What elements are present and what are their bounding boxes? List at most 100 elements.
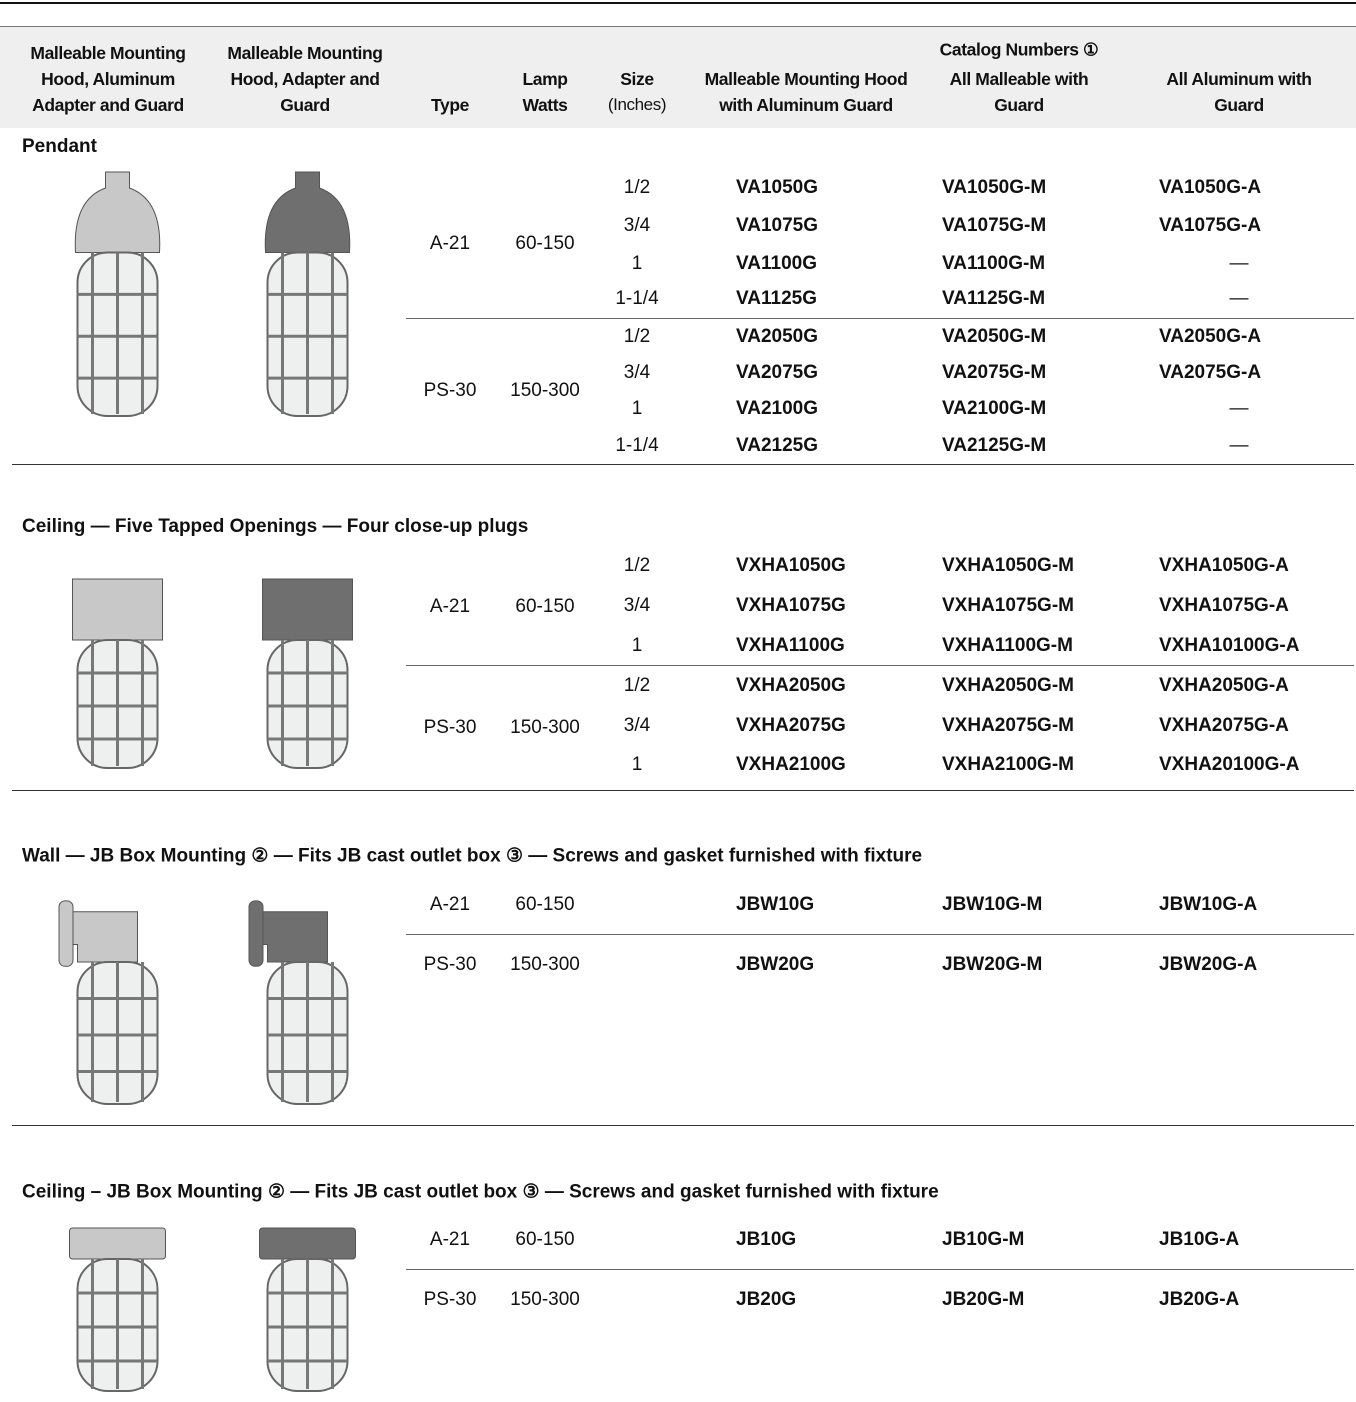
lamp-watts: 150-300 — [510, 1289, 580, 1310]
section-title: Ceiling – JB Box Mounting ② — Fits JB ca… — [22, 1181, 939, 1203]
group-rule — [406, 665, 1354, 666]
catalog-number: VXHA10100G-A — [1159, 635, 1300, 656]
size: 1 — [631, 635, 643, 656]
column-header: All Aluminum with Guard — [1166, 69, 1312, 115]
lamp-watts: 60-150 — [515, 894, 575, 915]
catalog-number: VA2050G-M — [942, 326, 1047, 347]
size: 3/4 — [623, 715, 651, 736]
catalog-number: — — [1229, 288, 1249, 309]
fixture-image — [69, 1227, 166, 1392]
catalog-number: VXHA1075G-M — [942, 595, 1074, 616]
size: 1/2 — [623, 675, 651, 696]
size: 1 — [631, 398, 643, 419]
catalog-number: VA2050G — [736, 326, 819, 347]
catalog-number: JBW20G — [736, 954, 815, 975]
catalog-number: JB10G-A — [1159, 1229, 1240, 1250]
lamp-type: A-21 — [429, 233, 471, 254]
fixture-image — [72, 578, 163, 769]
group-rule — [406, 934, 1354, 935]
size: 1/2 — [623, 177, 651, 198]
group-rule — [406, 318, 1354, 319]
lamp-type: PS-30 — [423, 380, 477, 401]
catalog-number: VA1125G-M — [942, 288, 1046, 309]
catalog-number: VXHA2075G-A — [1159, 715, 1289, 736]
lamp-type: A-21 — [429, 1229, 471, 1250]
lamp-watts: 60-150 — [515, 1229, 575, 1250]
size: 3/4 — [623, 595, 651, 616]
size-unit: (Inches) — [607, 95, 667, 114]
catalog-number: JB10G — [736, 1229, 797, 1250]
catalog-number: VXHA2100G — [736, 754, 846, 775]
catalog-number: VA2100G — [736, 398, 819, 419]
lamp-type: A-21 — [429, 596, 471, 617]
fixture-image — [262, 578, 353, 769]
catalog-number: JBW20G-A — [1159, 954, 1258, 975]
lamp-watts: 150-300 — [510, 954, 580, 975]
catalog-number: JB20G-M — [942, 1289, 1025, 1310]
catalog-number: VA1100G — [736, 253, 817, 274]
catalog-number: VA1075G-A — [1159, 215, 1262, 236]
fixture-image — [259, 1227, 356, 1392]
catalog-number: VA2125G — [736, 435, 819, 456]
catalog-number: VA2125G-M — [942, 435, 1047, 456]
size: 3/4 — [623, 215, 651, 236]
catalog-number: VXHA20100G-A — [1159, 754, 1300, 775]
column-header: Malleable Mounting Hood with Aluminum Gu… — [704, 69, 908, 115]
fixture-image — [58, 900, 159, 1105]
section-title: Pendant — [22, 136, 97, 157]
catalog-number: JB10G-M — [942, 1229, 1025, 1250]
catalog-number: VA1050G — [736, 177, 819, 198]
size: 1 — [631, 253, 643, 274]
column-header: Lamp Watts — [522, 69, 568, 115]
size: 1 — [631, 754, 643, 775]
catalog-number: JB20G — [736, 1289, 797, 1310]
section-title: Ceiling — Five Tapped Openings — Four cl… — [22, 516, 529, 537]
lamp-watts: 150-300 — [510, 380, 580, 401]
size: 1/2 — [623, 326, 651, 347]
lamp-watts: 150-300 — [510, 717, 580, 738]
catalog-number: VXHA1050G — [736, 555, 846, 576]
size: 3/4 — [623, 362, 651, 383]
catalog-number: VXHA1050G-M — [942, 555, 1074, 576]
top-rule — [0, 2, 1356, 4]
size: 1-1/4 — [615, 288, 659, 309]
catalog-number: VXHA2050G — [736, 675, 846, 696]
section-rule — [12, 790, 1354, 791]
catalog-number: JBW10G-M — [942, 894, 1043, 915]
catalog-number: — — [1229, 398, 1249, 419]
lamp-watts: 60-150 — [515, 233, 575, 254]
section-rule — [12, 464, 1354, 465]
catalog-number: VA1075G-M — [942, 215, 1047, 236]
size: 1-1/4 — [615, 435, 659, 456]
catalog-number: JBW10G-A — [1159, 894, 1258, 915]
catalog-number: VA2075G-M — [942, 362, 1047, 383]
catalog-number: — — [1229, 435, 1249, 456]
catalog-number: VXHA2100G-M — [942, 754, 1074, 775]
catalog-number: VXHA2050G-M — [942, 675, 1074, 696]
catalog-number: VXHA2075G-M — [942, 715, 1074, 736]
catalog-number: — — [1229, 253, 1249, 274]
section-rule — [12, 1125, 1354, 1126]
catalog-number: VA1100G-M — [942, 253, 1046, 274]
lamp-watts: 60-150 — [515, 596, 575, 617]
catalog-number: VA2050G-A — [1159, 326, 1262, 347]
lamp-type: A-21 — [429, 894, 471, 915]
catalog-number: VXHA2050G-A — [1159, 675, 1289, 696]
catalog-number: VA1050G-M — [942, 177, 1047, 198]
section-title: Wall — JB Box Mounting ② — Fits JB cast … — [22, 845, 923, 867]
size: 1/2 — [623, 555, 651, 576]
catalog-number: VA2075G — [736, 362, 819, 383]
catalog-number: JB20G-A — [1159, 1289, 1240, 1310]
fixture-image — [248, 900, 349, 1105]
column-header: All Malleable with Guard — [949, 69, 1089, 115]
catalog-number: VA1050G-A — [1159, 177, 1262, 198]
catalog-number: JBW10G — [736, 894, 815, 915]
column-header: Type — [431, 95, 469, 115]
lamp-type: PS-30 — [423, 717, 477, 738]
catalog-number: JBW20G-M — [942, 954, 1043, 975]
catalog-number: VA2100G-M — [942, 398, 1047, 419]
lamp-type: PS-30 — [423, 1289, 477, 1310]
catalog-number: VXHA1100G — [736, 635, 845, 656]
catalog-number: VXHA2075G — [736, 715, 846, 736]
